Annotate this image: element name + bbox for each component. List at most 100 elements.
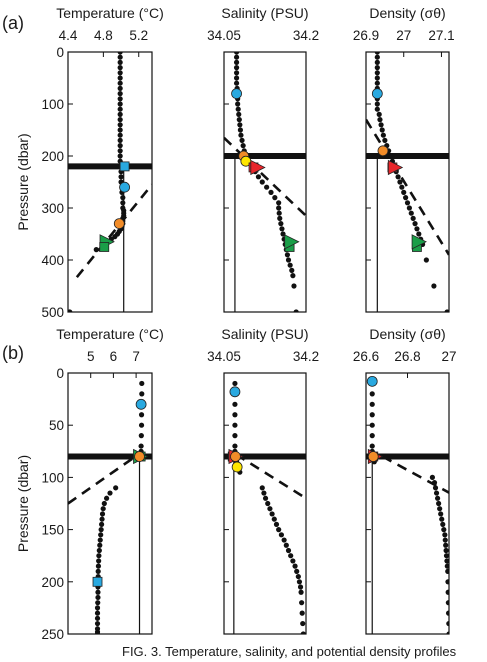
marker-circle	[230, 451, 241, 462]
profile-point	[379, 127, 385, 133]
profile-point	[240, 143, 246, 149]
marker-circle	[134, 451, 145, 462]
profile-point	[431, 480, 438, 486]
profile-point	[268, 189, 274, 195]
profile-point	[94, 631, 101, 634]
profile-point	[369, 433, 375, 439]
profile-point	[101, 500, 107, 507]
y-tick-label: 250	[41, 627, 64, 642]
profile-point	[117, 75, 123, 81]
profile-point	[98, 532, 104, 538]
plot-area	[224, 380, 306, 634]
profile-point	[369, 401, 375, 407]
profile-point	[439, 516, 445, 522]
profile-point	[288, 553, 294, 559]
marker-circle	[135, 398, 147, 410]
profile-point	[103, 495, 110, 501]
profile-point	[264, 184, 270, 190]
marker-circle	[231, 88, 242, 99]
profile-point	[239, 137, 245, 143]
profile-point	[382, 137, 388, 143]
profile-point	[139, 380, 145, 387]
subplot-title: Density (σθ)	[369, 326, 445, 342]
x-tick-label: 34.2	[293, 28, 319, 43]
profile-point	[299, 610, 305, 616]
profile-point	[290, 273, 296, 279]
fit-dashed-line	[75, 183, 152, 278]
profile-point	[120, 200, 126, 206]
profile-point	[68, 309, 73, 312]
profile-point	[97, 537, 103, 543]
y-tick-label: 200	[41, 575, 64, 590]
profile-point	[117, 127, 123, 133]
x-tick-label: 34.05	[207, 28, 241, 43]
profile-point	[436, 500, 442, 507]
profile-point	[138, 433, 144, 439]
profile-point	[232, 401, 238, 407]
subplot-salinity: Salinity (PSU) 34.05 34.2	[207, 5, 319, 313]
x-tick-label: 7	[132, 349, 140, 364]
plot-area	[68, 52, 152, 312]
profile-point	[294, 568, 300, 574]
profile-point	[441, 527, 447, 533]
profile-point	[299, 600, 305, 606]
x-tick-label: 26.8	[394, 349, 420, 364]
profile-point	[278, 532, 284, 538]
profile-point	[117, 132, 123, 138]
profile-point	[232, 380, 238, 387]
profile-point	[237, 127, 243, 133]
x-tick-label: 4.4	[59, 28, 78, 43]
x-tick-label: 34.05	[207, 349, 241, 364]
profile-point	[408, 210, 414, 216]
profile-point	[380, 132, 386, 138]
profile-point	[445, 579, 449, 585]
profile-point	[276, 205, 282, 211]
profile-point	[293, 309, 299, 312]
panel-b: (b) Pressure (dbar) Temperature (°C) 5 6 7 0 50…	[2, 326, 457, 642]
profile-point	[233, 59, 240, 65]
profile-point	[236, 111, 242, 117]
profile-point	[233, 75, 240, 81]
subplot-frame	[365, 51, 450, 313]
subplot-frame	[67, 372, 153, 635]
y-tick-label: 300	[41, 201, 64, 216]
profile-point	[429, 474, 435, 480]
profile-point	[445, 610, 449, 616]
profile-point	[406, 205, 412, 211]
profile-point	[285, 257, 292, 263]
y-tick-label: 0	[56, 45, 64, 60]
profile-point	[237, 122, 243, 128]
profile-point	[117, 111, 123, 117]
subplot-temperature: Temperature (°C) 5 6 7 0 50 100 150 200 250	[41, 326, 163, 642]
profile-point	[289, 267, 295, 273]
subplot-density: Density (σθ) 26.6 26.8 27	[353, 326, 457, 635]
profile-point	[434, 495, 441, 501]
profile-point	[287, 262, 293, 268]
profile-point	[233, 54, 240, 60]
profile-point	[273, 521, 280, 527]
profile-point	[117, 122, 123, 128]
fit-dashed-line	[68, 450, 144, 505]
profile-point	[395, 174, 401, 180]
subplot-title: Salinity (PSU)	[221, 5, 308, 21]
profile-point	[276, 527, 282, 533]
profile-point	[442, 537, 448, 543]
profile-point	[445, 568, 449, 574]
profile-point	[94, 620, 101, 627]
profile-point	[378, 122, 384, 128]
profile-point	[374, 65, 380, 71]
profile-point	[397, 179, 403, 185]
profile-point	[99, 511, 106, 517]
x-tick-label: 27	[441, 349, 456, 364]
panel-a: (a) Pressure (dbar) Temperature (°C) 4.4 4.8…	[2, 5, 455, 320]
marker-circle	[113, 218, 125, 230]
subplot-title: Salinity (PSU)	[221, 326, 308, 342]
x-tick-label: 26.6	[353, 349, 379, 364]
plot-area	[366, 52, 449, 312]
profile-point	[399, 184, 405, 190]
marker-triangle	[411, 234, 427, 250]
profile-point	[94, 615, 101, 621]
profile-point	[117, 96, 123, 102]
y-tick-label: 100	[41, 97, 64, 112]
fit-dashed-line	[366, 118, 449, 256]
